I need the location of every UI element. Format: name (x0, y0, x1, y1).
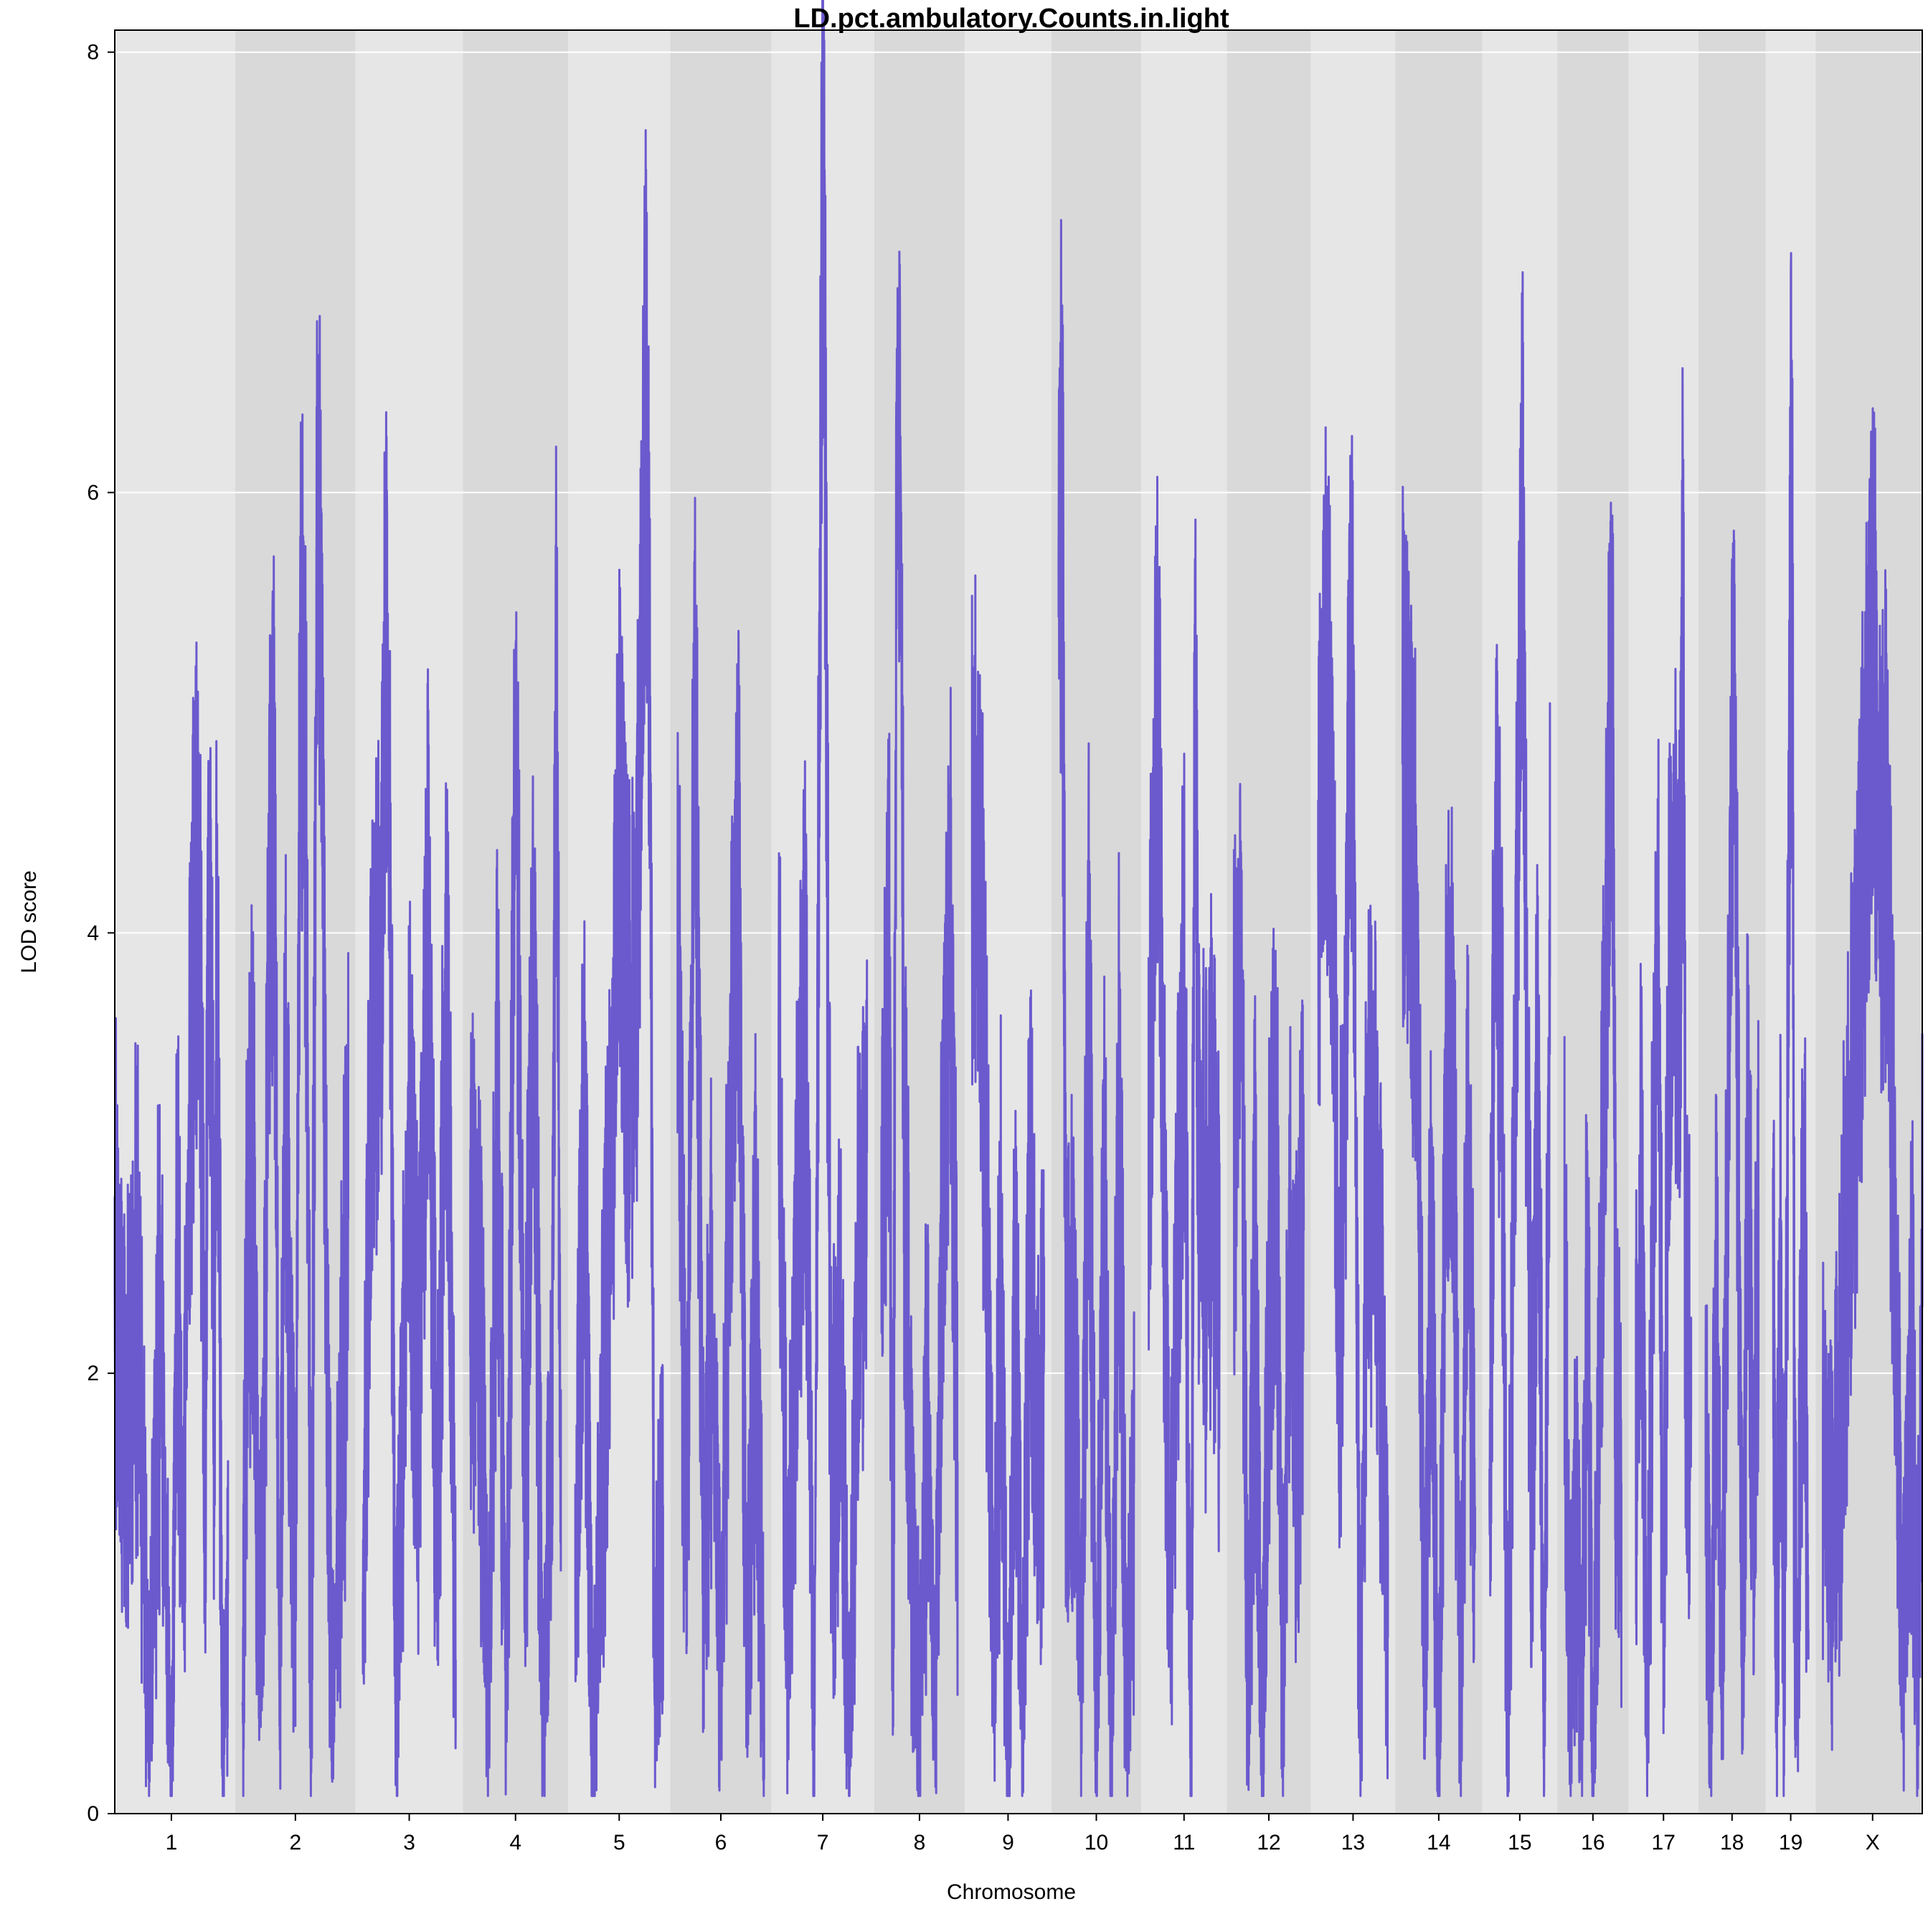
x-tick-label-13: 13 (1341, 1831, 1365, 1855)
y-tick-label-2: 2 (87, 1362, 99, 1385)
lod-line-chr-12 (1232, 783, 1305, 1797)
x-tick-label-6: 6 (715, 1831, 727, 1855)
lod-line-chr-14 (1401, 486, 1476, 1797)
x-tick-label-X: X (1866, 1831, 1880, 1855)
x-tick-label-11: 11 (1173, 1831, 1195, 1855)
y-tick-label-0: 0 (87, 1802, 99, 1826)
lod-line-chr-13 (1317, 426, 1389, 1797)
lod-line-chr-1 (113, 641, 230, 1797)
x-tick-label-3: 3 (403, 1831, 415, 1855)
lod-line-chr-6 (676, 496, 765, 1797)
x-tick-label-7: 7 (817, 1831, 829, 1855)
x-tick-label-8: 8 (914, 1831, 926, 1855)
lod-line-chr-X (1822, 407, 1924, 1797)
lod-line-chr-19 (1772, 252, 1810, 1797)
plot-frame (114, 29, 1923, 1814)
x-tick-label-4: 4 (509, 1831, 521, 1855)
lod-line-chr-8 (880, 250, 959, 1797)
y-tick-label-6: 6 (87, 481, 99, 505)
x-tick-label-5: 5 (613, 1831, 625, 1855)
y-tick-label-8: 8 (87, 41, 99, 65)
lod-line-chr-3 (362, 411, 457, 1797)
lod-line-chr-11 (1147, 476, 1221, 1797)
lod-line-chr-4 (469, 446, 562, 1797)
lod-line-chr-17 (1635, 367, 1693, 1797)
x-tick-label-14: 14 (1427, 1831, 1450, 1855)
x-axis-title: Chromosome (947, 1880, 1076, 1904)
x-tick-label-9: 9 (1002, 1831, 1014, 1855)
lod-line-chr-18 (1704, 529, 1760, 1797)
lod-line-chr-7 (778, 0, 869, 1797)
lod-line-chr-9 (970, 574, 1046, 1797)
chart-title: LD.pct.ambulatory.Counts.in.light (793, 4, 1229, 34)
y-tick-label-4: 4 (87, 921, 99, 945)
x-tick-label-2: 2 (289, 1831, 301, 1855)
x-tick-label-1: 1 (166, 1831, 178, 1855)
x-tick-label-18: 18 (1720, 1831, 1744, 1855)
lod-line-chr-16 (1563, 501, 1622, 1797)
lod-line-chr-2 (241, 315, 349, 1797)
x-tick-label-16: 16 (1581, 1831, 1605, 1855)
lod-line-chr-5 (574, 129, 664, 1797)
x-tick-label-17: 17 (1652, 1831, 1676, 1855)
x-tick-label-15: 15 (1508, 1831, 1531, 1855)
lod-series (113, 0, 1924, 1797)
x-tick-label-12: 12 (1257, 1831, 1280, 1855)
lod-line-chr-10 (1057, 219, 1135, 1797)
y-axis-title: LOD score (17, 870, 41, 973)
x-tick-label-10: 10 (1084, 1831, 1108, 1855)
x-tick-label-19: 19 (1779, 1831, 1802, 1855)
lod-line-chr-15 (1488, 271, 1551, 1797)
